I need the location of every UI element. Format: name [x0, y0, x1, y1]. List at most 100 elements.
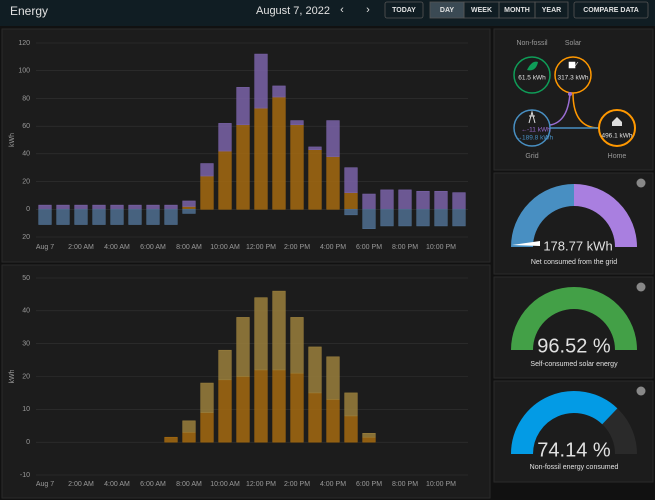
bar-segment: [164, 204, 178, 210]
month-label[interactable]: MONTH: [504, 7, 530, 14]
x-tick-label: 12:00 PM: [246, 244, 276, 251]
year-button[interactable]: [534, 1, 569, 19]
bar-segment: [236, 376, 250, 443]
bar-segment: [290, 317, 304, 374]
bar-segment: [326, 399, 340, 443]
info-icon[interactable]: [636, 386, 646, 396]
x-tick-label: 12:00 PM: [246, 481, 276, 488]
bar-segment: [326, 120, 340, 157]
gauge-needle: [512, 241, 540, 246]
bar-segment: [272, 290, 286, 371]
x-tick-label: 8:00 AM: [176, 481, 202, 488]
solar-value: 317.3 kWh: [557, 75, 588, 82]
week-label[interactable]: WEEK: [471, 7, 492, 14]
bar-segment: [272, 369, 286, 443]
bar-segment: [236, 87, 250, 126]
gauge-caption: Net consumed from the grid: [531, 259, 617, 266]
bar-segment: [362, 208, 376, 229]
x-tick-label: 4:00 AM: [104, 244, 130, 251]
bar-segment: [200, 163, 214, 177]
bar-segment: [452, 192, 466, 210]
bar-segment: [344, 167, 358, 193]
bar-segment: [110, 208, 124, 225]
bar-segment: [308, 146, 322, 151]
today-label[interactable]: TODAY: [392, 7, 416, 14]
bar-segment: [146, 208, 160, 225]
bar-segment: [236, 317, 250, 377]
info-icon[interactable]: [636, 178, 646, 188]
solar-grid-flow: [549, 92, 571, 126]
gauge-value: 96.52 %: [537, 335, 611, 357]
bar-segment: [128, 208, 142, 225]
y-tick-label: 20: [22, 234, 30, 241]
y-tick-label: 40: [22, 151, 30, 158]
grid-label: Grid: [525, 153, 538, 160]
bar-segment: [74, 204, 88, 210]
bar-segment: [416, 208, 430, 227]
bar-segment: [434, 190, 448, 210]
bar-segment: [380, 189, 394, 210]
bar-segment: [74, 208, 88, 225]
bar-segment: [218, 123, 232, 152]
bar-segment: [110, 204, 124, 210]
y-tick-label: 50: [22, 275, 30, 282]
bar-segment: [308, 149, 322, 210]
bar-segment: [398, 189, 412, 210]
bar-segment: [254, 369, 268, 443]
bar-segment: [290, 372, 304, 443]
y-tick-label: 60: [22, 123, 30, 130]
y-tick-label: 20: [22, 178, 30, 185]
bar-segment: [182, 432, 196, 443]
non-fossil-label: Non-fossil: [516, 40, 548, 47]
leaf-icon: [527, 61, 538, 71]
x-tick-label: 10:00 AM: [210, 244, 240, 251]
x-tick-label: 2:00 PM: [284, 481, 310, 488]
x-tick-label: 8:00 PM: [392, 244, 418, 251]
date-label: August 7, 2022: [256, 5, 330, 17]
bar-segment: [344, 208, 358, 216]
return-arrow: ←: [521, 127, 528, 134]
solar-icon: [568, 61, 579, 69]
bar-segment: [236, 124, 250, 210]
year-label[interactable]: YEAR: [542, 7, 561, 14]
gauge-value: 178.77 kWh: [543, 238, 612, 253]
compare-button[interactable]: [573, 1, 649, 19]
x-tick-label: Aug 7: [36, 481, 54, 488]
bar-segment: [92, 204, 106, 210]
bar-segment: [218, 349, 232, 381]
bar-segment: [434, 208, 448, 227]
bar-segment: [416, 190, 430, 210]
compare-label[interactable]: COMPARE DATA: [583, 7, 639, 14]
bar-segment: [326, 156, 340, 210]
x-tick-label: Aug 7: [36, 244, 54, 251]
bar-segment: [272, 85, 286, 98]
today-button[interactable]: [384, 1, 424, 19]
next-button[interactable]: ›: [366, 4, 370, 16]
bar-segment: [56, 208, 70, 225]
bar-segment: [362, 193, 376, 210]
home-icon: [612, 117, 622, 126]
bar-segment: [344, 192, 358, 210]
bar-segment: [344, 415, 358, 443]
y-tick-label: 80: [22, 95, 30, 102]
x-tick-label: 6:00 PM: [356, 481, 382, 488]
bar-segment: [272, 96, 286, 210]
x-tick-label: 8:00 AM: [176, 244, 202, 251]
y-tick-label: -10: [20, 472, 30, 479]
gauge-arc: [511, 391, 618, 455]
bar-segment: [398, 208, 412, 227]
solar-node: [554, 56, 592, 94]
gauge-arc-returned: [573, 184, 637, 248]
info-icon[interactable]: [636, 282, 646, 292]
y-tick-label: 40: [22, 308, 30, 315]
bar-segment: [38, 204, 52, 210]
day-label[interactable]: DAY: [440, 7, 454, 14]
prev-button[interactable]: ‹: [340, 4, 344, 16]
bar-segment: [362, 436, 376, 443]
bar-segment: [200, 175, 214, 210]
bar-segment: [182, 206, 196, 210]
header-bar: [0, 0, 655, 26]
flow-dot: [568, 92, 572, 96]
bar-segment: [146, 204, 160, 210]
